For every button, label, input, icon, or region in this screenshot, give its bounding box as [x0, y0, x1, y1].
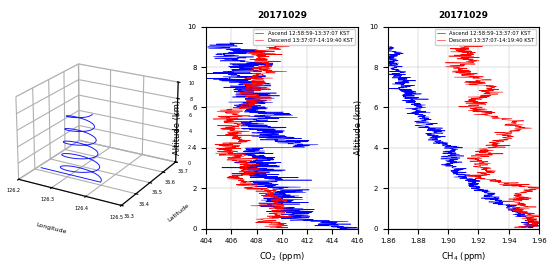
Ascend 12:58:59-13:37:07 KST [527, 226, 534, 229]
X-axis label: CH$_4$ (ppm): CH$_4$ (ppm) [441, 250, 486, 263]
Ascend 12:58:59-13:37:07 KST [243, 109, 249, 112]
Ascend 12:58:59-13:37:07 KST [274, 216, 280, 219]
X-axis label: Longitude: Longitude [35, 222, 67, 234]
Y-axis label: Latitude: Latitude [167, 202, 191, 222]
Ascend 12:58:59-13:37:07 KST [421, 121, 427, 124]
Descend 13:37:07-14:19:40 KST [469, 43, 475, 46]
Line: Descend 13:37:07-14:19:40 KST: Descend 13:37:07-14:19:40 KST [213, 45, 295, 228]
Ascend 12:58:59-13:37:07 KST [254, 119, 260, 122]
Title: 20171029: 20171029 [257, 11, 307, 20]
Descend 13:37:07-14:19:40 KST [226, 143, 232, 147]
Ascend 12:58:59-13:37:07 KST [233, 86, 239, 89]
Descend 13:37:07-14:19:40 KST [240, 179, 246, 182]
X-axis label: CO$_2$ (ppm): CO$_2$ (ppm) [259, 250, 305, 263]
Descend 13:37:07-14:19:40 KST [503, 118, 509, 122]
Ascend 12:58:59-13:37:07 KST [344, 227, 350, 230]
Descend 13:37:07-14:19:40 KST [484, 143, 491, 147]
Ascend 12:58:59-13:37:07 KST [227, 41, 233, 44]
Legend: Ascend 12:58:59-13:37:07 KST, Descend 13:37:07-14:19:40 KST: Ascend 12:58:59-13:37:07 KST, Descend 13… [434, 29, 536, 45]
Ascend 12:58:59-13:37:07 KST [388, 45, 395, 48]
Legend: Ascend 12:58:59-13:37:07 KST, Descend 13:37:07-14:19:40 KST: Ascend 12:58:59-13:37:07 KST, Descend 13… [253, 29, 355, 45]
Descend 13:37:07-14:19:40 KST [251, 88, 258, 92]
Descend 13:37:07-14:19:40 KST [474, 104, 480, 107]
Ascend 12:58:59-13:37:07 KST [516, 215, 522, 218]
Ascend 12:58:59-13:37:07 KST [403, 70, 409, 73]
Line: Ascend 12:58:59-13:37:07 KST: Ascend 12:58:59-13:37:07 KST [382, 47, 541, 228]
Descend 13:37:07-14:19:40 KST [280, 43, 287, 46]
Ascend 12:58:59-13:37:07 KST [249, 67, 256, 70]
Descend 13:37:07-14:19:40 KST [279, 194, 285, 197]
Descend 13:37:07-14:19:40 KST [518, 194, 525, 197]
Descend 13:37:07-14:19:40 KST [483, 88, 490, 92]
Descend 13:37:07-14:19:40 KST [255, 104, 262, 107]
Ascend 12:58:59-13:37:07 KST [416, 111, 423, 114]
Descend 13:37:07-14:19:40 KST [267, 226, 273, 229]
Title: 20171029: 20171029 [438, 11, 488, 20]
Y-axis label: Altitude (km): Altitude (km) [354, 100, 364, 155]
Descend 13:37:07-14:19:40 KST [519, 226, 525, 229]
Line: Ascend 12:58:59-13:37:07 KST: Ascend 12:58:59-13:37:07 KST [200, 43, 358, 229]
Ascend 12:58:59-13:37:07 KST [421, 116, 428, 119]
Descend 13:37:07-14:19:40 KST [498, 179, 504, 182]
Ascend 12:58:59-13:37:07 KST [251, 114, 258, 118]
Descend 13:37:07-14:19:40 KST [223, 118, 230, 122]
Line: Descend 13:37:07-14:19:40 KST: Descend 13:37:07-14:19:40 KST [446, 45, 546, 228]
Ascend 12:58:59-13:37:07 KST [397, 89, 404, 92]
Y-axis label: Altitude (km): Altitude (km) [173, 100, 182, 155]
